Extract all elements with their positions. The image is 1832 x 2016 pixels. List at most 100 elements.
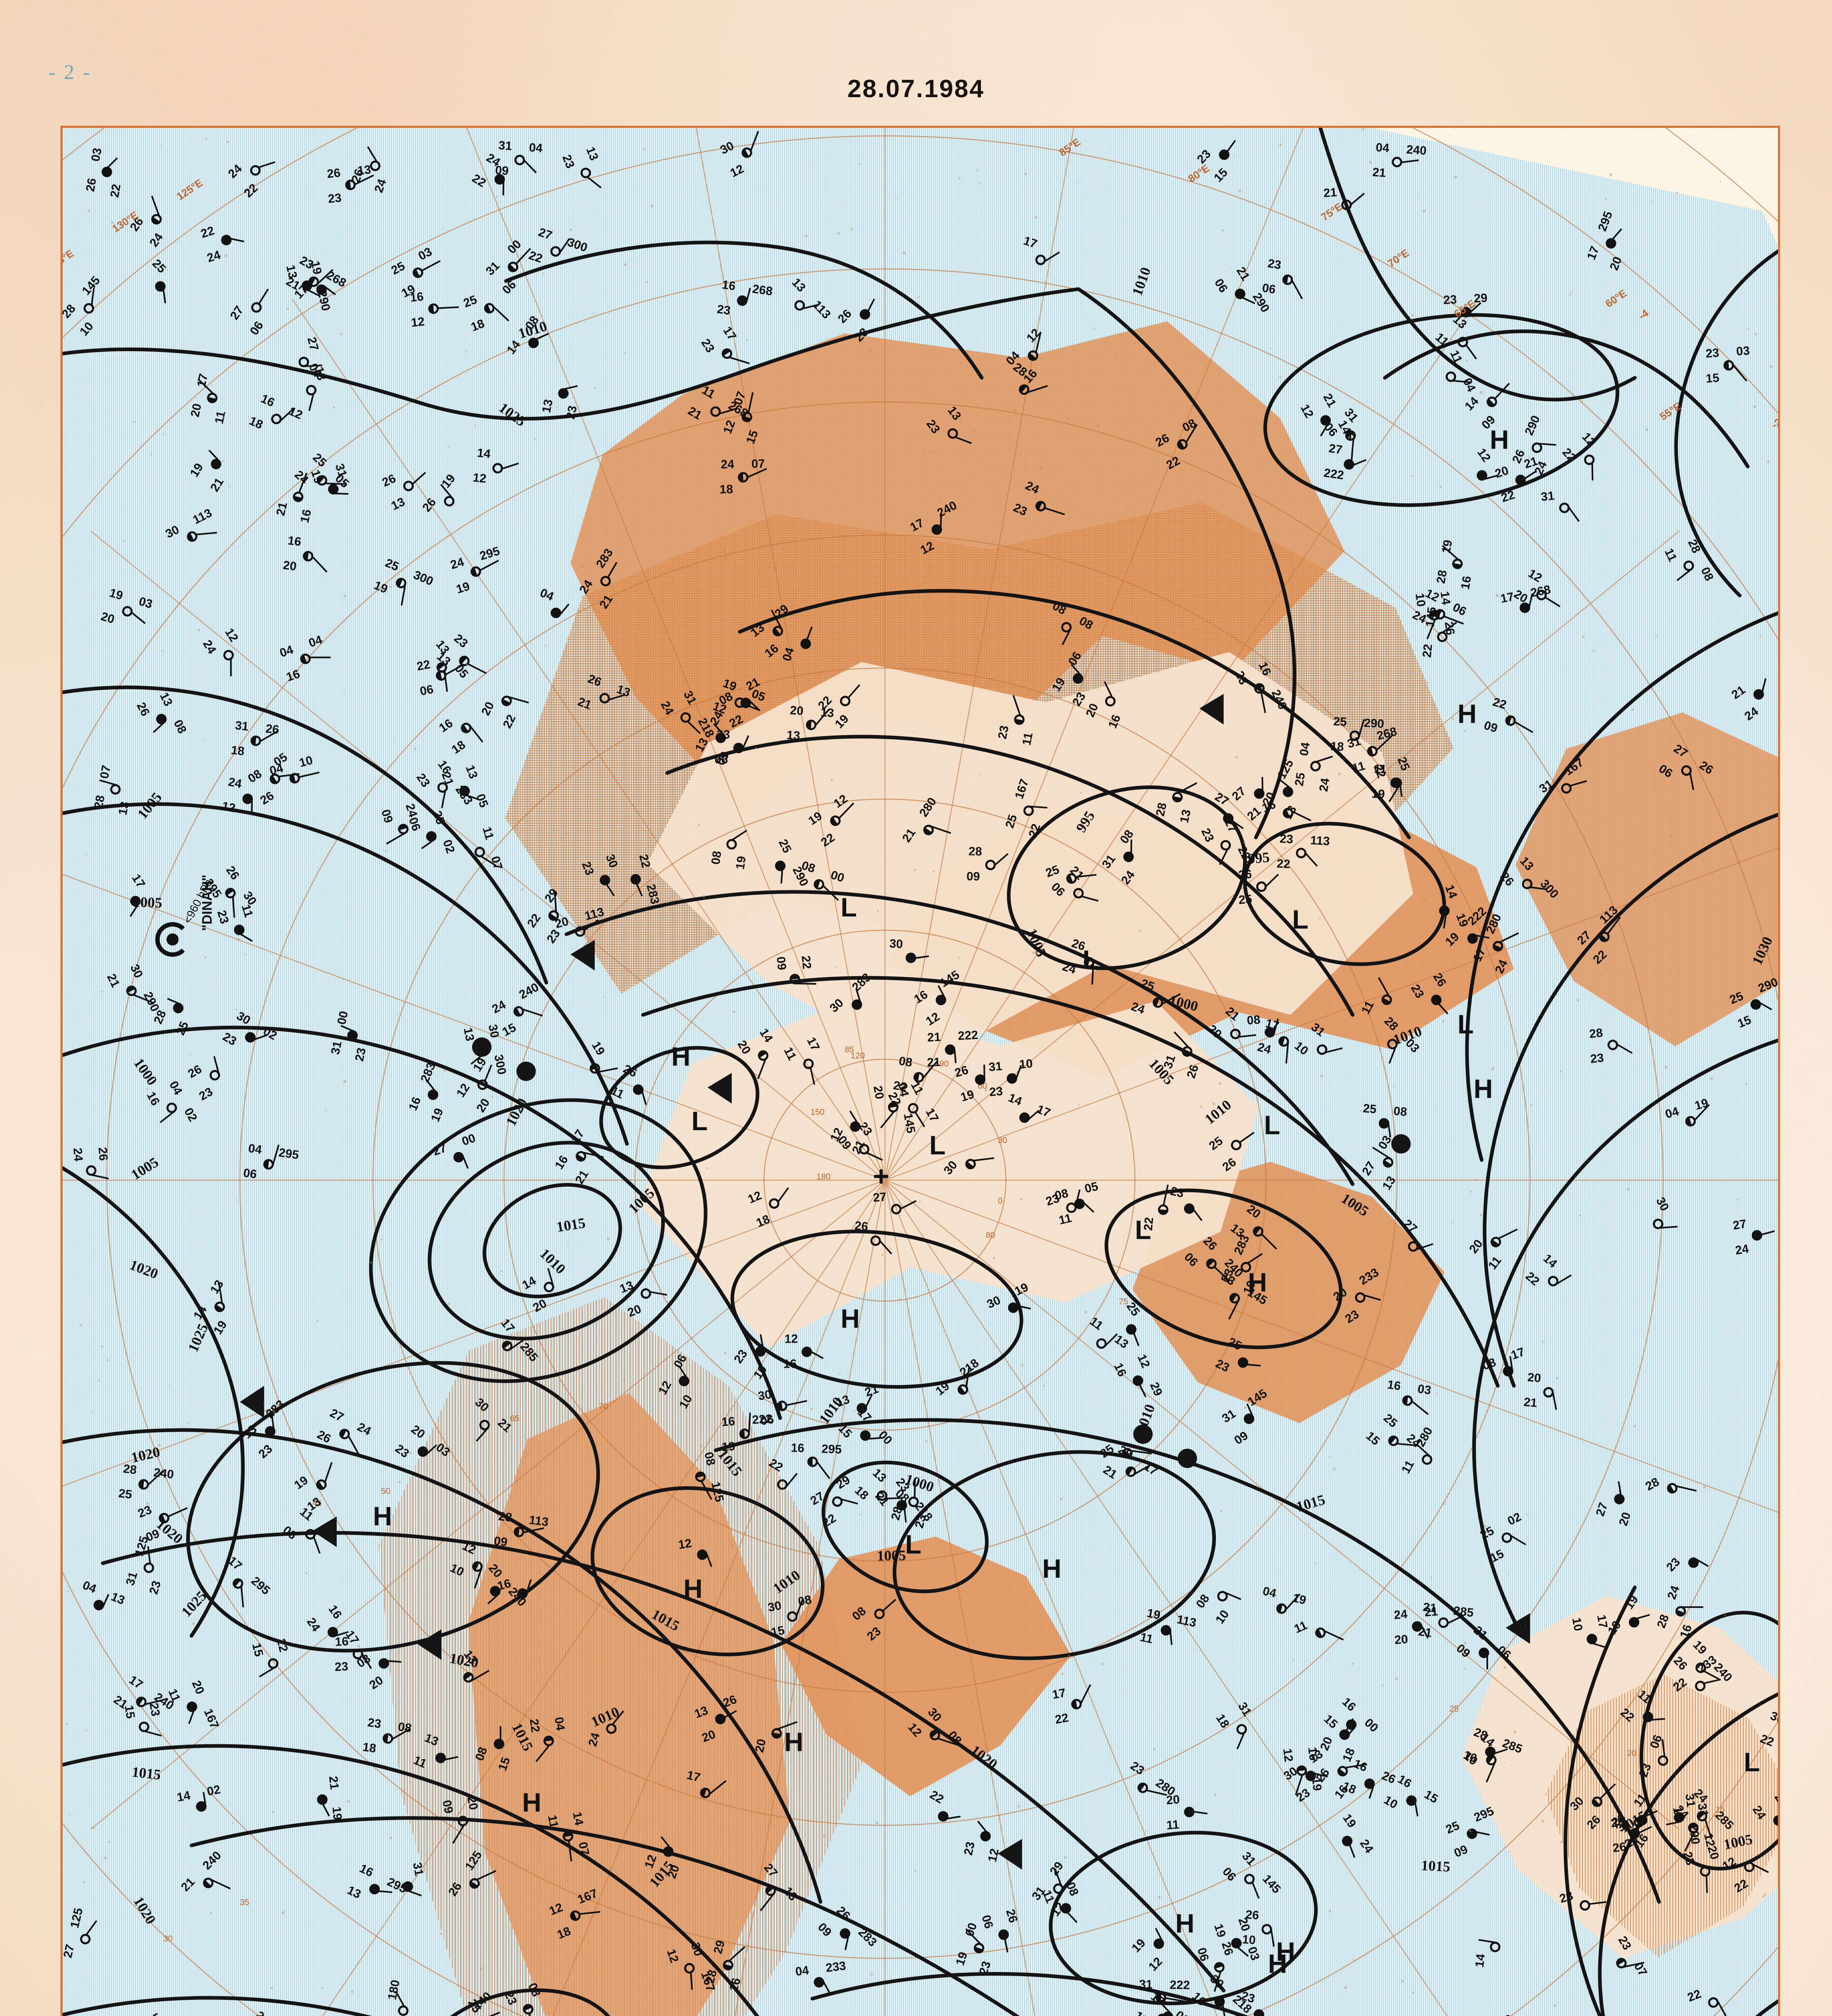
station-temperature: 12 (677, 1537, 693, 1552)
paper-speck (875, 566, 877, 568)
station-temperature: 14 (176, 1789, 191, 1804)
paper-speck (1344, 1986, 1347, 1989)
low-pressure-centre: L (691, 1108, 708, 1134)
paper-speck (1556, 1377, 1558, 1379)
paper-speck (624, 263, 627, 266)
paper-speck (1097, 425, 1100, 427)
paper-speck (869, 350, 871, 352)
paper-speck (1613, 1785, 1614, 1787)
paper-speck (340, 333, 342, 335)
paper-speck (985, 1089, 987, 1091)
paper-speck (826, 183, 827, 185)
station-pressure: 233 (825, 1960, 847, 1974)
paper-speck (1590, 1645, 1591, 1646)
station-temperature: 04 (248, 1142, 262, 1156)
station-dewpoint: 20 (1394, 1633, 1409, 1647)
paper-speck (1329, 1910, 1331, 1912)
station-temperature: 23 (1705, 347, 1720, 360)
paper-speck (713, 150, 714, 151)
station-dewpoint: 12 (410, 316, 425, 329)
station-temperature: 28 (968, 846, 982, 858)
paper-speck (107, 1039, 108, 1040)
paper-speck (1067, 418, 1069, 420)
isobar-label: 1015 (1421, 1857, 1451, 1875)
station-dewpoint: 09 (966, 871, 980, 883)
station-dewpoint: 13 (461, 1027, 476, 1042)
paper-speck (1239, 190, 1241, 192)
station-temperature: 28 (1589, 1027, 1603, 1040)
paper-speck (1293, 1659, 1294, 1660)
station-dewpoint: 06 (419, 683, 434, 698)
station-temperature: 17 (685, 1769, 702, 1784)
station-dewpoint: 15 (770, 1624, 785, 1639)
paper-speck (983, 1918, 984, 1919)
paper-speck (548, 2012, 550, 2014)
station-temperature: 21 (1422, 1601, 1437, 1615)
paper-speck (101, 1345, 103, 1347)
paper-speck (333, 406, 335, 408)
paper-speck (1634, 1425, 1636, 1427)
wind-barb (502, 181, 504, 195)
station-temperature: 28 (498, 1510, 513, 1524)
paper-speck (650, 205, 653, 208)
paper-speck (823, 1835, 825, 1837)
paper-speck (1385, 1325, 1387, 1327)
paper-speck (1453, 850, 1454, 851)
wind-barb (310, 656, 331, 658)
paper-speck (1755, 333, 1757, 335)
paper-speck (755, 747, 757, 749)
station-dewpoint: 20 (871, 1085, 885, 1100)
paper-speck (190, 1054, 191, 1055)
station-pressure: 08 (1393, 1105, 1407, 1118)
paper-speck (236, 1200, 237, 1201)
paper-speck (743, 640, 745, 642)
station-temperature: 30 (757, 1389, 772, 1403)
paper-speck (160, 145, 161, 146)
paper-speck (491, 1095, 493, 1098)
paper-speck (198, 629, 200, 631)
station-temperature: 30 (889, 938, 903, 951)
high-pressure-centre: H (841, 1305, 860, 1332)
paper-speck (1279, 376, 1281, 378)
cyclone-eye-icon (167, 933, 179, 946)
station-dewpoint: 13 (284, 264, 299, 279)
station-dewpoint: 11 (1058, 1212, 1073, 1227)
paper-speck (980, 775, 981, 776)
high-pressure-centre: H (1268, 1950, 1287, 1977)
paper-speck (287, 308, 289, 310)
paper-speck (1694, 561, 1695, 562)
paper-speck (1673, 1165, 1674, 1166)
paper-speck (1035, 216, 1037, 219)
paper-speck (1270, 348, 1272, 349)
paper-speck (1720, 181, 1721, 183)
paper-speck (1762, 1895, 1765, 1898)
paper-speck (889, 1248, 891, 1250)
paper-speck (870, 1973, 873, 1976)
paper-speck (1634, 974, 1636, 976)
station-dewpoint: 24 (1318, 777, 1332, 793)
station-dewpoint: 21 (927, 1056, 941, 1069)
station-dewpoint: 19 (734, 855, 748, 870)
station-pressure: 12 (1702, 1832, 1716, 1848)
paper-speck (321, 1987, 323, 1989)
paper-speck (1319, 918, 1320, 919)
paper-speck (1710, 1077, 1713, 1080)
paper-speck (414, 748, 416, 750)
paper-speck (1222, 229, 1224, 231)
paper-speck (567, 833, 568, 834)
paper-speck (627, 1708, 629, 1710)
wind-barb (1591, 463, 1593, 480)
paper-speck (394, 738, 396, 739)
high-pressure-centre: H (1490, 426, 1509, 453)
paper-speck (933, 871, 935, 873)
station-temperature: 22 (637, 853, 652, 869)
isobar-label: 1015 (131, 1763, 162, 1783)
paper-speck (227, 141, 229, 143)
paper-speck (1436, 1393, 1437, 1394)
station-pressure: 285 (1453, 1605, 1474, 1619)
station-temperature: 25 (1610, 1816, 1625, 1830)
high-pressure-centre: H (784, 1729, 804, 1755)
station-temperature: 24 (1393, 1608, 1408, 1622)
station-dewpoint: 09 (774, 956, 788, 971)
paper-speck (901, 663, 904, 665)
